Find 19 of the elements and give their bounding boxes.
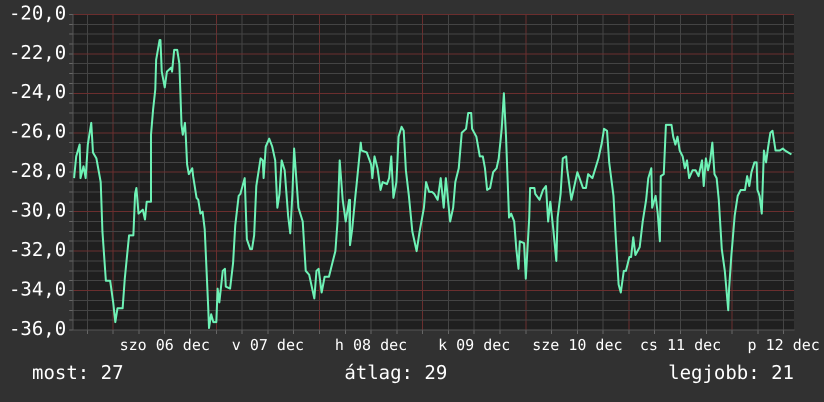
y-tick-label: -34,0	[8, 278, 66, 300]
text: átlag: 29	[344, 362, 448, 384]
x-tick-label: cs 11 dec	[640, 336, 722, 354]
y-tick-label: -28,0	[8, 160, 66, 182]
y-tick-label: -22,0	[8, 42, 66, 64]
x-tick-label: szo 06 dec	[120, 336, 210, 354]
x-tick-label: h 08 dec	[334, 336, 408, 354]
y-tick-label: -24,0	[8, 81, 66, 104]
x-tick-label: v 07 dec	[232, 336, 304, 354]
y-tick-label: -26,0	[8, 120, 66, 143]
x-tick-label: sze 10 dec	[532, 336, 623, 354]
x-tick-label: p 12 dec	[748, 336, 820, 354]
x-tick-label: k 09 dec	[438, 336, 510, 354]
y-tick-label: -20,0	[8, 2, 66, 24]
text: most: 27	[32, 362, 124, 384]
y-tick-label: -32,0	[8, 239, 66, 262]
y-tick-label: -36,0	[8, 318, 66, 340]
y-tick-label: -30,0	[8, 200, 66, 222]
text: legjobb: 21	[668, 362, 794, 384]
